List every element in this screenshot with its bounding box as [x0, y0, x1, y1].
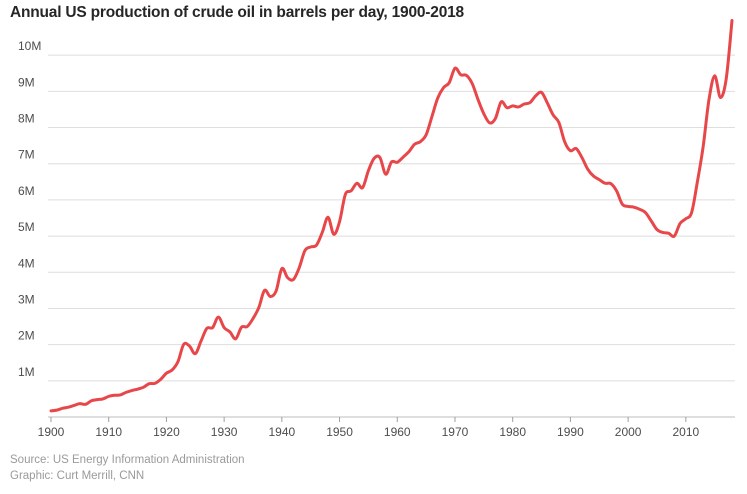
y-tick-label: 7M: [18, 148, 35, 162]
y-tick-label: 10M: [18, 39, 41, 53]
y-tick-label: 6M: [18, 184, 35, 198]
x-tick-label: 1920: [153, 425, 180, 439]
x-tick-label: 2000: [615, 425, 642, 439]
x-tick-label: 1970: [442, 425, 469, 439]
y-tick-label: 8M: [18, 112, 35, 126]
source-note: Source: US Energy Information Administra…: [10, 454, 245, 466]
y-tick-label: 1M: [18, 365, 35, 379]
x-axis-ticks: 1900 1910 1920 1930 1940 1950 1960 1970 1980 1990…: [38, 425, 700, 439]
graphic-credit: Graphic: Curt Merrill, CNN: [10, 470, 145, 482]
y-tick-label: 2M: [18, 329, 35, 343]
x-tick-label: 1930: [211, 425, 238, 439]
x-tick-label: 1980: [499, 425, 526, 439]
chart-title: Annual US production of crude oil in bar…: [10, 4, 464, 21]
y-axis-ticks: 1M 2M 3M 4M 5M 6M 7M 8M 9M 10M: [18, 39, 41, 379]
x-tick-label: 1950: [326, 425, 353, 439]
x-tick-label: 2010: [672, 425, 699, 439]
y-tick-label: 4M: [18, 256, 35, 270]
x-tick-label: 1940: [268, 425, 295, 439]
production-line: [49, 18, 734, 413]
x-tick-label: 1900: [38, 425, 65, 439]
y-tick-label: 3M: [18, 292, 35, 306]
gridlines: [48, 54, 735, 422]
y-tick-label: 5M: [18, 220, 35, 234]
series-group: [49, 18, 734, 413]
y-tick-label: 9M: [18, 75, 35, 89]
x-tick-label: 1960: [384, 425, 411, 439]
x-tick-label: 1990: [557, 425, 584, 439]
x-tick-label: 1910: [95, 425, 122, 439]
